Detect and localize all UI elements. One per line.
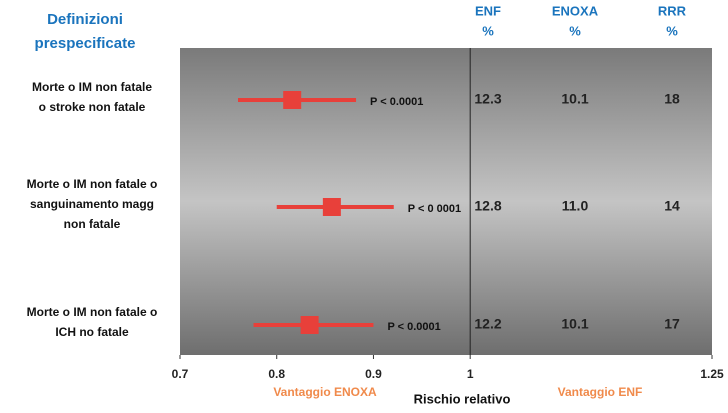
- table-value: 10.1: [561, 316, 588, 332]
- x-tick-label: 0.8: [268, 367, 285, 381]
- table-value: 18: [664, 91, 680, 107]
- row-label: Morte o IM non fatale: [32, 80, 152, 94]
- column-header: ENOXA: [552, 3, 599, 18]
- row-label: non fatale: [64, 217, 121, 231]
- column-header: RRR: [658, 3, 687, 18]
- header-left: Definizioni: [47, 11, 123, 28]
- header-left: prespecificate: [35, 35, 136, 52]
- right-note: Vantaggio ENF: [558, 385, 643, 399]
- row-label: sanguinamento magg: [30, 197, 154, 211]
- p-value: P < 0 0001: [408, 203, 461, 215]
- estimate-marker: [283, 91, 302, 109]
- row-label: ICH no fatale: [55, 325, 129, 339]
- x-tick-label: 0.7: [172, 367, 189, 381]
- x-tick-label: 1.25: [700, 367, 724, 381]
- left-note: Vantaggio ENOXA: [273, 385, 377, 399]
- p-value: P < 0.0001: [387, 321, 440, 333]
- estimate-marker: [322, 198, 341, 216]
- estimate-marker: [300, 316, 319, 334]
- p-value: P < 0.0001: [370, 96, 423, 108]
- row-label: o stroke non fatale: [39, 100, 146, 114]
- table-value: 14: [664, 198, 680, 214]
- x-axis-label: Rischio relativo: [414, 391, 511, 406]
- table-value: 10.1: [561, 91, 588, 107]
- table-value: 12.8: [474, 198, 501, 214]
- x-tick-label: 0.9: [365, 367, 382, 381]
- table-value: 12.2: [474, 316, 501, 332]
- table-value: 12.3: [474, 91, 501, 107]
- column-header: %: [569, 23, 581, 38]
- plot-background: [180, 48, 712, 355]
- row-label: Morte o IM non fatale o: [27, 305, 158, 319]
- row-label: Morte o IM non fatale o: [27, 177, 158, 191]
- table-value: 17: [664, 316, 680, 332]
- table-value: 11.0: [562, 198, 589, 214]
- column-header: %: [482, 23, 494, 38]
- column-header: %: [666, 23, 678, 38]
- column-header: ENF: [475, 3, 501, 18]
- x-tick-label: 1: [467, 367, 474, 381]
